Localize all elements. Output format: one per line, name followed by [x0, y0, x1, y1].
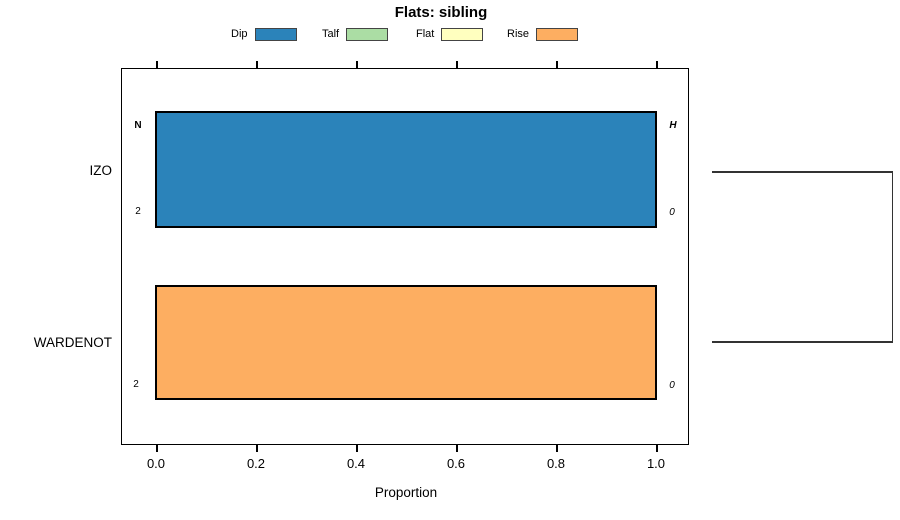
x-tick-label: 0.8 — [546, 456, 566, 471]
x-axis-top-tick — [356, 61, 358, 68]
annotation-h-header: H — [669, 120, 677, 131]
legend-label-dip: Dip — [231, 28, 248, 40]
legend-label-talf: Talf — [322, 28, 340, 40]
annotation-wardenot-n-count: 2 — [133, 379, 139, 390]
dendrogram-branch-wardenot — [712, 341, 893, 343]
x-axis-top-tick — [656, 61, 658, 68]
x-tick-label: 0.4 — [346, 456, 366, 471]
legend-swatch-flat — [441, 27, 484, 41]
legend-label-rise: Rise — [507, 28, 530, 40]
dendrogram-branch-izo — [712, 171, 893, 173]
x-axis-bottom-tick — [156, 445, 158, 452]
legend-item-talf: Talf — [322, 26, 389, 42]
x-tick-label: 0.6 — [446, 456, 466, 471]
legend-swatch-rise — [536, 27, 579, 41]
y-category-label-wardenot: WARDENOT — [33, 335, 112, 350]
x-axis-bottom-tick — [356, 445, 358, 452]
y-category-label-izo: IZO — [89, 163, 113, 178]
dendrogram-join-line — [891, 171, 893, 343]
legend-swatch-talf — [346, 27, 389, 41]
x-tick-label: 0.2 — [246, 456, 266, 471]
x-axis-bottom-tick — [456, 445, 458, 452]
annotation-wardenot-h-count: 0 — [669, 380, 675, 391]
x-tick-label: 1.0 — [646, 456, 666, 471]
annotation-izo-h-count: 0 — [669, 207, 675, 218]
legend-item-rise: Rise — [507, 26, 579, 42]
legend-label-flat: Flat — [416, 28, 435, 40]
chart-title: Flats: sibling — [394, 4, 488, 21]
x-axis-bottom-tick — [656, 445, 658, 452]
legend-item-flat: Flat — [416, 26, 484, 42]
x-axis-top-tick — [256, 61, 258, 68]
legend-swatch-dip — [254, 27, 297, 41]
x-axis-top-tick — [556, 61, 558, 68]
bar-izo-dip — [155, 111, 657, 228]
annotation-izo-n-count: 2 — [135, 206, 141, 217]
x-axis-top-tick — [156, 61, 158, 68]
bar-wardenot-rise — [155, 285, 657, 400]
x-axis-bottom-tick — [556, 445, 558, 452]
plot-area-border — [121, 68, 689, 445]
legend-item-dip: Dip — [231, 26, 297, 42]
x-tick-label: 0.0 — [146, 456, 166, 471]
x-axis-top-tick — [456, 61, 458, 68]
x-axis-bottom-tick — [256, 445, 258, 452]
x-axis-title: Proportion — [374, 485, 438, 500]
annotation-n-header: N — [134, 120, 142, 131]
